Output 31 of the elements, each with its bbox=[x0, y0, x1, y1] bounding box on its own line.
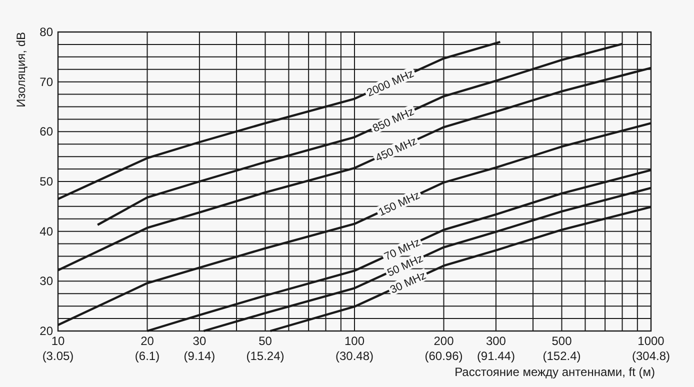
x-tick-label: 30 bbox=[192, 334, 206, 348]
x-tick-label: 1000 bbox=[638, 334, 665, 348]
x-axis-title: Расстояние между антеннами, ft (м) bbox=[454, 365, 655, 379]
y-tick-label: 80 bbox=[40, 25, 54, 39]
x-tick-label: 20 bbox=[140, 334, 154, 348]
x-tick-label: 300 bbox=[486, 334, 506, 348]
text: (9.14) bbox=[184, 349, 216, 363]
text: (60.96) bbox=[424, 349, 463, 363]
x-tick-label: 200 bbox=[434, 334, 454, 348]
text: (15.24) bbox=[246, 349, 284, 363]
text: (30.48) bbox=[335, 349, 374, 363]
x-tick-label: 50 bbox=[258, 334, 272, 348]
text: 2000 MHz bbox=[365, 68, 416, 100]
text: (304.8) bbox=[632, 349, 670, 363]
text: (3.05) bbox=[42, 349, 74, 363]
y-tick-label: 20 bbox=[40, 324, 54, 338]
text: (91.44) bbox=[476, 349, 515, 363]
text: 450 MHz bbox=[374, 135, 419, 165]
y-tick-label: 30 bbox=[40, 274, 54, 288]
text: 850 MHz bbox=[370, 106, 416, 136]
y-tick-label: 70 bbox=[40, 74, 54, 89]
x-tick-label: 500 bbox=[552, 334, 572, 348]
x-tick-label: 10 bbox=[51, 334, 65, 348]
text: 150 MHz bbox=[376, 189, 422, 219]
y-axis-title: Изоляция, dB bbox=[14, 32, 28, 108]
y-tick-label: 50 bbox=[40, 174, 54, 188]
y-tick-label: 60 bbox=[40, 124, 54, 139]
text: (6.1) bbox=[134, 349, 160, 363]
y-tick-label: 40 bbox=[40, 224, 54, 238]
text: (152.4) bbox=[542, 349, 581, 363]
x-tick-label: 100 bbox=[344, 334, 365, 348]
